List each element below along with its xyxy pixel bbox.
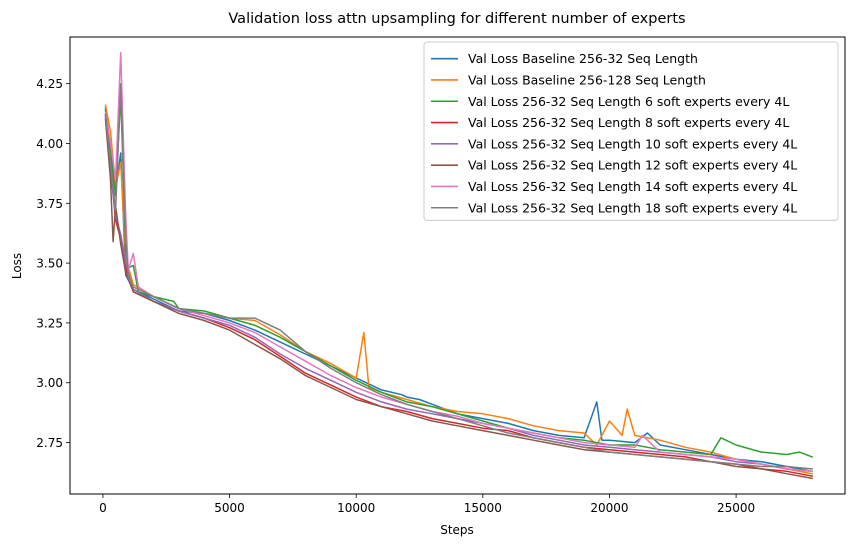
x-axis-ticks: 0 5000 10000 15000 20000 25000	[99, 494, 755, 515]
legend: Val Loss Baseline 256-32 Seq Length Val L…	[423, 41, 839, 221]
series-line-8	[104, 82, 813, 470]
series-line-3	[104, 94, 814, 458]
legend-entry-7: Val Loss 256-32 Seq Length 14 soft exper…	[468, 179, 797, 194]
series-line-7	[104, 51, 813, 473]
y-tick-label: 3.00	[36, 376, 63, 390]
x-tick-label: 20000	[590, 501, 628, 515]
legend-entry-5: Val Loss 256-32 Seq Length 10 soft exper…	[468, 136, 797, 151]
plot-series	[104, 51, 814, 480]
x-tick-label: 0	[99, 501, 107, 515]
x-axis-label: Steps	[440, 523, 474, 537]
x-tick-label: 5000	[214, 501, 245, 515]
legend-box	[423, 41, 839, 221]
legend-entry-3: Val Loss 256-32 Seq Length 6 soft expert…	[468, 94, 789, 109]
y-tick-label: 4.00	[36, 137, 63, 151]
legend-entry-1: Val Loss Baseline 256-32 Seq Length	[468, 51, 698, 66]
legend-entry-8: Val Loss 256-32 Seq Length 18 soft exper…	[468, 200, 797, 215]
y-tick-label: 4.25	[36, 77, 63, 91]
x-tick-label: 10000	[337, 501, 375, 515]
x-tick-label: 15000	[464, 501, 502, 515]
y-axis-ticks: 2.75 3.00 3.25 3.50 3.75 4.00 4.25	[36, 77, 70, 450]
legend-entry-6: Val Loss 256-32 Seq Length 12 soft exper…	[468, 158, 797, 173]
series-line-1	[104, 106, 813, 473]
y-tick-label: 2.75	[36, 436, 63, 450]
chart-title: Validation loss attn upsampling for diff…	[228, 11, 685, 27]
y-tick-label: 3.75	[36, 197, 63, 211]
y-axis-label: Loss	[10, 253, 24, 279]
y-tick-label: 3.50	[36, 257, 63, 271]
plot-frame	[69, 36, 846, 495]
legend-entry-4: Val Loss 256-32 Seq Length 8 soft expert…	[468, 115, 789, 130]
x-tick-label: 25000	[717, 501, 755, 515]
y-tick-label: 3.25	[36, 316, 63, 330]
legend-entry-2: Val Loss Baseline 256-128 Seq Length	[468, 72, 706, 87]
